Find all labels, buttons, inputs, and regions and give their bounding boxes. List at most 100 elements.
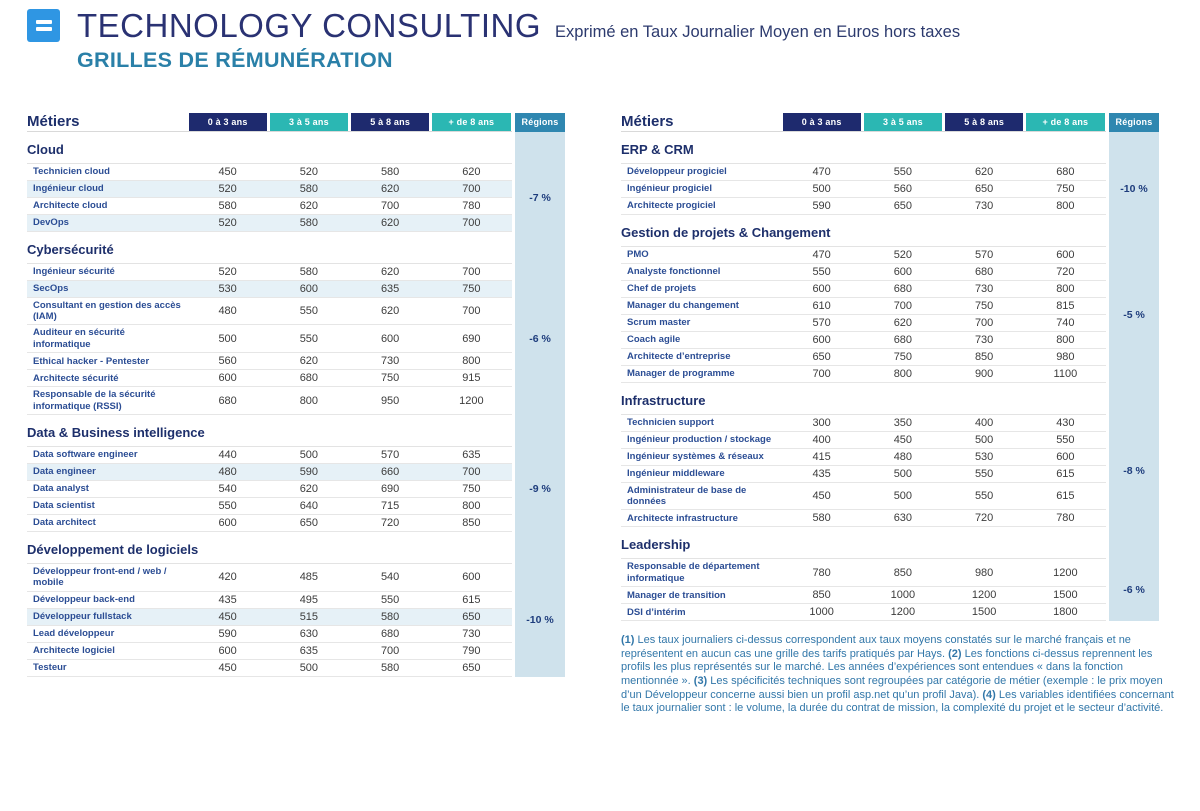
section-title: ERP & CRM [621,132,1106,164]
rate-value: 800 [1056,333,1075,346]
rate-value: 980 [974,566,994,579]
rate-value: 650 [974,182,994,195]
rate-value: 620 [299,199,319,212]
rate-value: 620 [974,165,994,178]
rate-value: 550 [974,467,994,480]
rate-value: 500 [812,182,831,195]
section-title: Gestion de projets & Changement [621,215,1106,247]
table-row: DSI d’intérim 1000 1200 1500 1800 [621,604,1106,622]
rate-value: 850 [812,589,831,602]
rate-value: 680 [893,333,913,346]
rate-section: Infrastructure Technicien support 300 350 40… [621,382,1159,528]
rate-value: 600 [218,372,237,385]
rate-value: 800 [1056,282,1075,295]
rate-value: 470 [812,248,831,261]
rate-value: 520 [299,165,319,178]
footnote-text: Les fonctions ci-dessus reprennent les p… [621,647,1153,688]
rate-value: 800 [462,355,481,368]
rate-value: 680 [974,265,994,278]
rate-value: 680 [380,627,400,640]
rate-value: 650 [812,350,831,363]
rate-value: 570 [974,248,994,261]
rate-section: Cloud Technicien cloud 450 520 580 620 Ingénie… [27,131,565,232]
rate-value: 580 [299,216,319,229]
rate-value: 730 [380,355,400,368]
job-label: Ethical hacker - Pentester [33,355,150,367]
table-row: Data scientist 550 640 715 800 [27,498,512,515]
rate-value: 550 [380,593,400,606]
rate-value: 495 [299,593,319,606]
job-label: Ingénieur progiciel [627,182,712,194]
job-label: Data software engineer [33,449,138,461]
table-row: Développeur back-end 435 495 550 615 [27,592,512,609]
table-row: Chef de projets 600 680 730 800 [621,281,1106,298]
rate-value: 350 [893,416,913,429]
rate-value: 915 [462,372,481,385]
region-percent: -6 % [1123,584,1145,597]
job-label: Architecte cloud [33,199,108,211]
section-title-row: Cloud [27,131,565,164]
rate-value: 500 [974,433,994,446]
job-label: Manager du changement [627,299,739,311]
rate-value: 580 [380,661,400,674]
job-label: Architecte sécurité [33,372,119,384]
table-row: Ingénieur systèmes & réseaux 415 480 530 600 [621,449,1106,466]
rate-value: 900 [974,367,994,380]
job-label: Ingénieur systèmes & réseaux [627,450,764,462]
job-label: Développeur front-end / web / mobile [33,565,167,589]
job-label: Développeur back-end [33,594,135,606]
section-title-row: Leadership [621,527,1159,560]
job-label: Architecte logiciel [33,645,115,657]
rate-value: 790 [462,644,481,657]
rate-value: 700 [462,265,481,278]
section-rows: PMO 470 520 570 600 Analyste fonctionnel 550 60… [621,247,1106,383]
rate-value: 520 [218,182,237,195]
rate-value: 700 [462,216,481,229]
left-column: Métiers 0 à 3 ans 3 à 5 ans 5 à 8 ans + … [27,112,565,716]
job-label: Ingénieur production / stockage [627,433,772,445]
equals-icon [35,27,52,31]
rate-value: 700 [974,316,994,329]
regions-band-segment: -7 % [515,163,565,232]
section-title: Data & Business intelligence [27,415,512,447]
rate-value: 500 [218,332,237,345]
rate-value: 700 [893,299,913,312]
table-row: DevOps 520 580 620 700 [27,214,512,232]
region-percent: -5 % [1123,308,1145,321]
rate-value: 580 [812,512,831,525]
rate-value: 700 [380,644,400,657]
table-row: Ingénieur production / stockage 400 450 500… [621,432,1106,449]
rate-value: 850 [974,350,994,363]
table-header: Métiers 0 à 3 ans 3 à 5 ans 5 à 8 ans + … [27,112,565,132]
section-title: Cloud [27,132,512,164]
rate-value: 600 [893,265,913,278]
rate-value: 600 [218,516,237,529]
rate-value: 1200 [1053,566,1078,579]
job-label: DevOps [33,216,69,228]
rate-value: 530 [974,450,994,463]
footnote-marker: (2) [948,647,962,660]
section-body: Technicien cloud 450 520 580 620 Ingénieur cl… [27,163,565,232]
table-row: Architecte sécurité 600 680 750 915 [27,370,512,388]
experience-header-3-5: 3 à 5 ans [269,112,348,131]
rate-value: 580 [380,610,400,623]
section-body: Développeur progiciel 470 550 620 680 Ingénie… [621,163,1159,215]
section-rows: Responsable de département informatique 7… [621,559,1106,622]
section-rows: Développeur front-end / web / mobile 420 4… [27,564,512,677]
metiers-header: Métiers [621,113,674,131]
regions-band-segment: -10 % [1109,163,1159,215]
rate-value: 600 [218,644,237,657]
rate-value: 400 [974,416,994,429]
footnote-marker: (3) [693,675,708,688]
rate-value: 500 [299,448,319,461]
rate-value: 620 [380,182,400,195]
regions-band [515,414,565,447]
equals-icon [35,20,52,24]
rate-value: 700 [812,367,831,380]
rate-value: 700 [380,199,400,212]
rate-value: 800 [1056,199,1075,212]
rate-value: 1500 [1053,589,1078,602]
rate-value: 720 [1056,265,1075,278]
rate-value: 850 [893,566,913,579]
job-label: Responsable de département informatique [627,561,760,584]
